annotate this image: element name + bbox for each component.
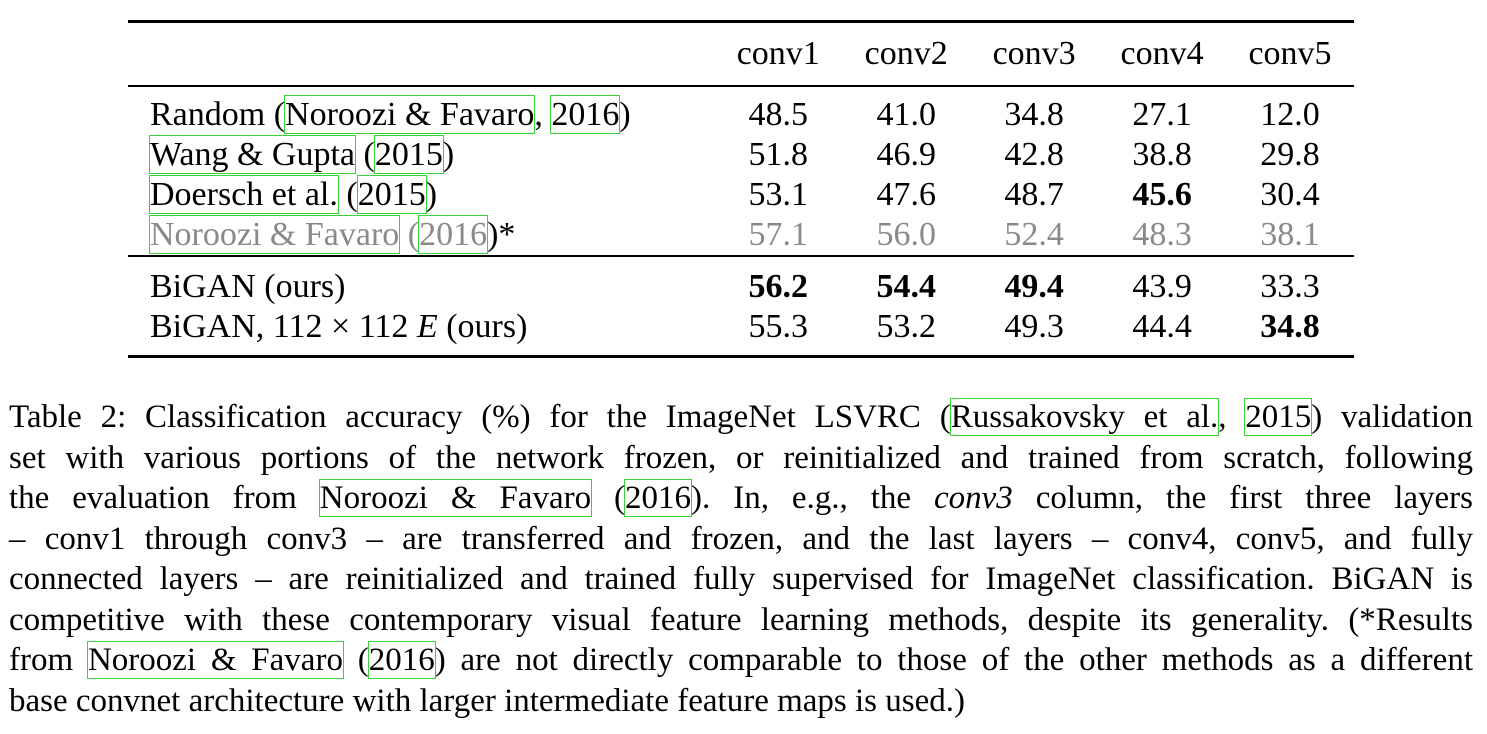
citation-link-year[interactable]: 2016 (418, 215, 489, 254)
table-cell: 41.0 (876, 96, 936, 133)
table-cell: 38.1 (1260, 216, 1320, 253)
citation-link-year[interactable]: 2016 (550, 95, 621, 134)
table-cell-best: 34.8 (1260, 308, 1320, 345)
caption-text: column, the first three layers (1012, 480, 1473, 516)
table-cell: 29.8 (1260, 136, 1320, 173)
table-cell: 49.3 (1004, 308, 1064, 345)
caption-line: from Noroozi & Favaro (2016) are not dir… (9, 640, 1473, 681)
method-name: BiGAN (ours) (150, 268, 346, 305)
baseline-methods-group: Random (Noroozi & Favaro, 2016) 48.5 41.… (128, 86, 1354, 256)
caption-text: ( (591, 480, 626, 516)
method-name-mid: ( (337, 176, 358, 213)
table-row: BiGAN (ours) 56.2 54.4 49.4 43.9 33.3 (128, 256, 1354, 307)
table-cell: 48.7 (1004, 176, 1064, 213)
table-cell: 44.4 (1132, 308, 1192, 345)
table-cell-best: 54.4 (876, 268, 936, 305)
method-name-prefix: Random ( (150, 96, 286, 133)
citation-link-author[interactable]: Russakovsky et al. (949, 398, 1220, 436)
table-cell: 30.4 (1260, 176, 1320, 213)
method-name-suffix: ) (425, 176, 438, 213)
column-header-conv1: conv1 (736, 35, 820, 72)
method-name-mid: , (534, 96, 552, 133)
method-name: Doersch et al. (2015) (128, 175, 714, 215)
caption-text: ( (342, 642, 369, 678)
method-name-suffix: )* (487, 216, 516, 253)
caption-line: the evaluation from Noroozi & Favaro (20… (9, 478, 1473, 519)
method-name-suffix: ) (442, 136, 455, 173)
method-name: Wang & Gupta (2015) (128, 135, 714, 175)
method-header (128, 22, 714, 87)
table-cell: 57.1 (748, 216, 809, 253)
caption-text: from (9, 642, 88, 678)
column-header-conv3: conv3 (992, 35, 1076, 72)
table-row: Wang & Gupta (2015) 51.8 46.9 42.8 38.8 … (128, 135, 1354, 175)
method-name: Noroozi & Favaro (2016)* (128, 215, 714, 256)
caption-line: – conv1 through conv3 – are transferred … (9, 520, 1473, 557)
column-header-conv2: conv2 (864, 35, 948, 72)
table-cell: 51.8 (748, 136, 809, 173)
table-cell: 12.0 (1260, 96, 1320, 133)
table-cell: 27.1 (1132, 96, 1192, 133)
column-header-conv4: conv4 (1120, 35, 1204, 72)
citation-link-year[interactable]: 2016 (367, 641, 436, 679)
citation-link-author[interactable]: Noroozi & Favaro (318, 479, 593, 517)
table-cell-best: 45.6 (1132, 176, 1192, 213)
caption-text: ) are not directly comparable to those o… (434, 642, 1473, 678)
table-header: conv1 conv2 conv3 conv4 conv5 (128, 21, 1354, 87)
table-cell: 53.2 (876, 308, 936, 345)
table-cell: 52.4 (1004, 216, 1064, 253)
table-cell: 34.8 (1004, 96, 1064, 133)
table-row: Random (Noroozi & Favaro, 2016) 48.5 41.… (128, 86, 1354, 135)
caption-line: connected layers – are reinitialized and… (9, 561, 1473, 597)
citation-link-author[interactable]: Noroozi & Favaro (148, 215, 401, 254)
table-cell: 56.0 (876, 216, 936, 253)
caption-line: base convnet architecture with larger in… (9, 682, 965, 719)
citation-link-year[interactable]: 2016 (624, 479, 693, 517)
table-row: BiGAN, 112 × 112 E (ours) 55.3 53.2 49.3… (128, 307, 1354, 357)
table-cell: 47.6 (876, 176, 936, 213)
caption-line: set with various portions of the network… (9, 439, 1473, 476)
caption-line: Table 2: Classification accuracy (%) for… (9, 397, 1473, 438)
table-row: Doersch et al. (2015) 53.1 47.6 48.7 45.… (128, 175, 1354, 215)
table-cell: 53.1 (748, 176, 809, 213)
table-cell: 38.8 (1132, 136, 1192, 173)
table-cell: 43.9 (1132, 268, 1192, 305)
method-name-part: BiGAN, 112 × 112 (150, 308, 417, 345)
bigan-methods-group: BiGAN (ours) 56.2 54.4 49.4 43.9 33.3 Bi… (128, 256, 1354, 357)
citation-link-author[interactable]: Doersch et al. (149, 175, 339, 214)
citation-link-year[interactable]: 2015 (1244, 398, 1313, 436)
table-row-greyed: Noroozi & Favaro (2016)* 57.1 56.0 52.4 … (128, 215, 1354, 256)
method-name-italic: E (416, 308, 438, 345)
table-cell: 48.5 (748, 96, 809, 133)
citation-link-author[interactable]: Noroozi & Favaro (284, 95, 536, 134)
table-cell-best: 56.2 (748, 268, 809, 305)
table-cell: 48.3 (1132, 216, 1192, 253)
caption-text: the evaluation from (9, 480, 320, 516)
header-row: conv1 conv2 conv3 conv4 conv5 (128, 21, 1354, 87)
citation-link-author[interactable]: Noroozi & Favaro (86, 641, 344, 679)
method-name: Random (Noroozi & Favaro, 2016) (128, 86, 714, 135)
method-name-mid: ( (355, 136, 375, 173)
table-cell: 55.3 (748, 308, 809, 345)
caption-text: ). In, e.g., the (691, 480, 935, 516)
method-name: BiGAN, 112 × 112 E (ours) (128, 307, 714, 357)
caption-italic-text: conv3 (934, 480, 1013, 516)
column-header-conv5: conv5 (1248, 35, 1332, 72)
table-cell: 33.3 (1260, 268, 1320, 305)
citation-link-year[interactable]: 2015 (356, 175, 427, 214)
caption-line: competitive with these contemporary visu… (9, 601, 1473, 638)
citation-link-author[interactable]: Wang & Gupta (149, 135, 356, 174)
method-name-mid: ( (399, 216, 420, 253)
table-cell: 46.9 (876, 136, 936, 173)
table-caption: Table 2: Classification accuracy (%) for… (9, 397, 1473, 721)
method-name-suffix: ) (619, 96, 631, 133)
table-cell-best: 49.4 (1004, 268, 1064, 305)
caption-text: Table 2: Classification accuracy (%) for… (9, 399, 951, 435)
table-cell: 42.8 (1004, 136, 1064, 173)
citation-link-year[interactable]: 2015 (373, 135, 444, 174)
caption-text: , (1218, 399, 1246, 435)
results-table: conv1 conv2 conv3 conv4 conv5 Random (No… (128, 20, 1354, 358)
caption-text: ) validation (1311, 399, 1473, 435)
method-name-part: (ours) (437, 308, 528, 345)
